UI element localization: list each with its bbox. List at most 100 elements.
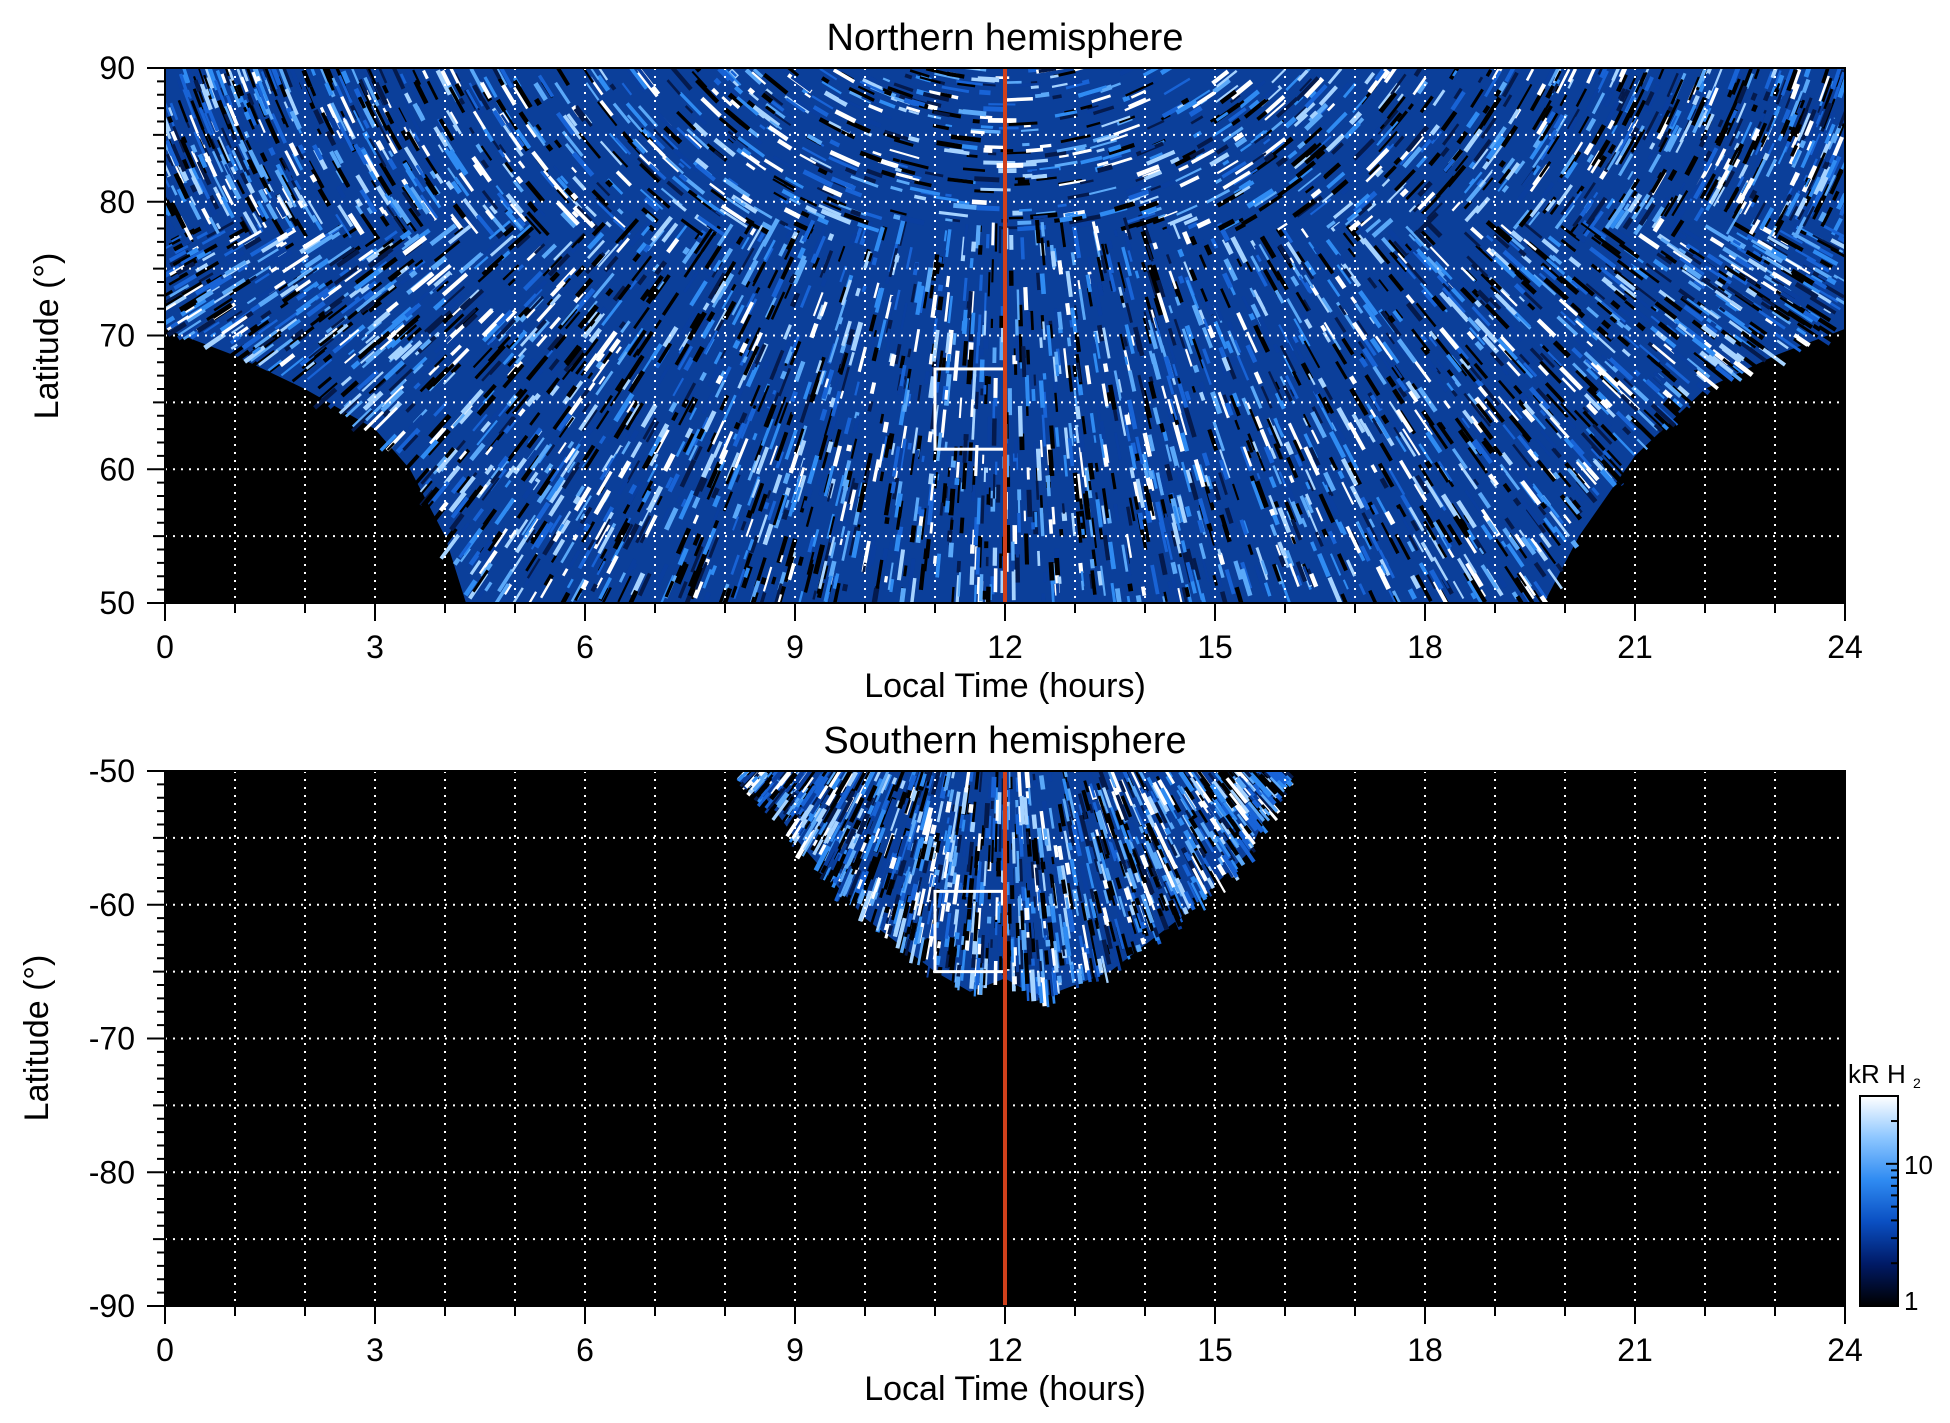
northern-intensity-streak bbox=[443, 465, 461, 486]
northern-intensity-streak bbox=[1274, 381, 1281, 391]
northern-intensity-streak bbox=[1521, 408, 1536, 423]
northern-intensity-streak bbox=[783, 207, 801, 220]
northern-intensity-streak bbox=[1181, 230, 1192, 245]
northern-intensity-streak bbox=[340, 70, 351, 84]
northern-intensity-streak bbox=[763, 501, 770, 510]
northern-intensity-streak bbox=[571, 151, 595, 177]
northern-intensity-streak bbox=[1316, 293, 1330, 314]
northern-intensity-streak bbox=[1408, 233, 1416, 242]
northern-intensity-streak bbox=[1618, 136, 1637, 165]
northern-intensity-streak bbox=[922, 91, 950, 102]
northern-intensity-streak bbox=[1612, 432, 1636, 456]
northern-intensity-streak bbox=[404, 302, 422, 318]
northern-intensity-streak bbox=[1501, 157, 1516, 175]
northern-intensity-streak bbox=[1666, 72, 1679, 98]
northern-intensity-streak bbox=[480, 145, 493, 161]
northern-intensity-streak bbox=[1108, 142, 1135, 156]
northern-intensity-streak bbox=[189, 114, 199, 135]
northern-intensity-streak bbox=[806, 551, 816, 576]
northern-intensity-streak bbox=[1082, 493, 1090, 520]
northern-intensity-streak bbox=[452, 557, 461, 566]
northern-intensity-streak bbox=[1245, 344, 1258, 364]
northern-intensity-streak bbox=[472, 347, 493, 369]
northern-intensity-streak bbox=[864, 211, 883, 221]
northern-intensity-streak bbox=[1585, 196, 1608, 226]
northern-intensity-streak bbox=[1191, 91, 1216, 109]
northern-intensity-streak bbox=[818, 203, 842, 217]
northern-intensity-streak bbox=[1486, 519, 1499, 535]
northern-intensity-streak bbox=[846, 444, 853, 452]
northern-intensity-streak bbox=[1650, 306, 1657, 312]
northern-intensity-streak bbox=[1488, 126, 1507, 150]
northern-intensity-streak bbox=[1015, 334, 1020, 361]
northern-intensity-streak bbox=[596, 511, 614, 539]
northern-intensity-streak bbox=[1749, 321, 1768, 336]
northern-intensity-streak bbox=[1516, 83, 1533, 110]
northern-intensity-streak bbox=[478, 308, 494, 325]
northern-intensity-streak bbox=[839, 538, 844, 546]
northern-intensity-streak bbox=[597, 243, 619, 268]
northern-intensity-streak bbox=[775, 451, 785, 469]
northern-intensity-streak bbox=[1700, 324, 1718, 339]
northern-intensity-streak bbox=[1017, 179, 1030, 185]
northern-intensity-streak bbox=[502, 225, 516, 237]
northern-intensity-streak bbox=[251, 95, 259, 108]
northern-intensity-streak bbox=[246, 158, 258, 175]
northern-intensity-streak bbox=[1249, 287, 1256, 298]
northern-intensity-streak bbox=[648, 436, 662, 457]
northern-intensity-streak bbox=[743, 216, 770, 235]
northern-intensity-streak bbox=[1662, 389, 1673, 400]
northern-intensity-streak bbox=[554, 139, 562, 149]
northern-intensity-streak bbox=[1158, 553, 1168, 576]
northern-intensity-streak bbox=[528, 591, 538, 603]
northern-intensity-streak bbox=[1295, 120, 1306, 130]
northern-intensity-streak bbox=[1238, 89, 1260, 109]
northern-intensity-streak bbox=[850, 438, 858, 459]
northern-intensity-streak bbox=[717, 68, 731, 82]
northern-intensity-streak bbox=[1369, 337, 1383, 354]
northern-intensity-streak bbox=[1175, 167, 1202, 183]
northern-intensity-streak bbox=[536, 468, 558, 497]
northern-intensity-streak bbox=[165, 243, 173, 250]
northern-intensity-streak bbox=[1230, 236, 1248, 264]
northern-intensity-streak bbox=[1348, 375, 1358, 385]
northern-intensity-streak bbox=[1267, 426, 1275, 436]
northern-intensity-streak bbox=[1818, 289, 1839, 303]
northern-intensity-streak bbox=[591, 221, 606, 237]
northern-intensity-streak bbox=[408, 186, 431, 215]
northern-intensity-streak bbox=[255, 346, 276, 363]
northern-intensity-streak bbox=[1790, 83, 1801, 100]
northern-intensity-streak bbox=[863, 175, 877, 185]
northern-intensity-streak bbox=[433, 270, 453, 289]
northern-intensity-streak bbox=[322, 68, 335, 91]
northern-intensity-streak bbox=[760, 221, 774, 232]
northern-intensity-streak bbox=[762, 523, 774, 546]
northern-intensity-streak bbox=[484, 464, 495, 476]
northern-intensity-streak bbox=[1501, 71, 1519, 98]
northern-intensity-streak bbox=[1451, 123, 1460, 133]
northern-intensity-streak bbox=[1420, 541, 1435, 563]
northern-intensity-streak bbox=[1016, 289, 1020, 321]
northern-intensity-streak bbox=[1096, 324, 1105, 342]
northern-intensity-streak bbox=[1678, 288, 1695, 303]
northern-intensity-streak bbox=[1056, 311, 1064, 330]
northern-intensity-streak bbox=[1590, 263, 1602, 274]
northern-intensity-streak bbox=[785, 230, 792, 239]
northern-intensity-streak bbox=[545, 480, 562, 502]
northern-intensity-streak bbox=[1122, 95, 1131, 103]
northern-intensity-streak bbox=[435, 280, 449, 292]
northern-intensity-streak bbox=[1056, 144, 1087, 153]
northern-intensity-streak bbox=[1230, 356, 1238, 366]
northern-intensity-streak bbox=[665, 157, 685, 175]
northern-intensity-streak bbox=[1218, 517, 1223, 526]
northern-intensity-streak bbox=[768, 591, 774, 603]
northern-intensity-streak bbox=[1123, 96, 1145, 108]
northern-intensity-streak bbox=[1548, 254, 1557, 262]
northern-intensity-streak bbox=[169, 264, 186, 276]
northern-intensity-streak bbox=[1502, 527, 1521, 551]
northern-intensity-streak bbox=[805, 487, 813, 499]
northern-intensity-streak bbox=[586, 539, 596, 551]
northern-intensity-streak bbox=[1684, 250, 1703, 266]
northern-intensity-streak bbox=[1502, 249, 1525, 271]
northern-intensity-streak bbox=[419, 338, 432, 351]
